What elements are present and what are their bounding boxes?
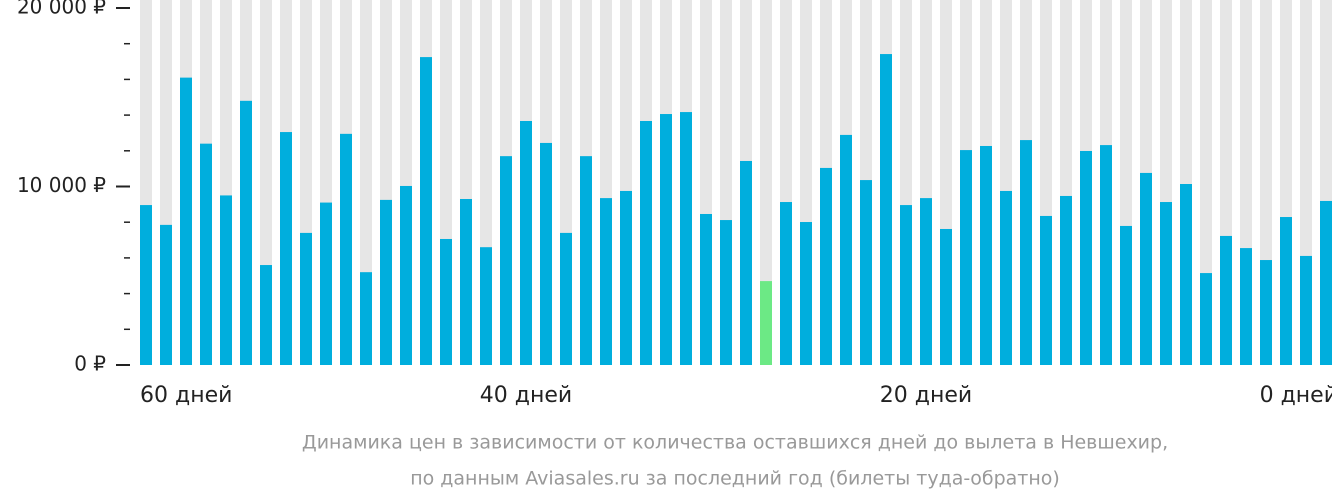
bar bbox=[620, 190, 632, 365]
y-tick-label: 0 ₽ bbox=[74, 352, 106, 376]
bar bbox=[560, 232, 572, 365]
bar bbox=[1160, 202, 1172, 365]
bar bbox=[200, 143, 212, 365]
bar bbox=[1260, 260, 1272, 365]
bar bbox=[520, 120, 532, 365]
bar bbox=[380, 199, 392, 365]
y-tick-label: 10 000 ₽ bbox=[17, 173, 106, 197]
bar bbox=[960, 150, 972, 365]
bar bbox=[1300, 255, 1312, 365]
bar bbox=[400, 185, 412, 365]
bar bbox=[340, 133, 352, 365]
bar bbox=[900, 205, 912, 365]
bar bbox=[180, 77, 192, 366]
x-tick-label: 60 дней bbox=[140, 383, 232, 408]
bar bbox=[1000, 190, 1012, 365]
bar bbox=[720, 220, 732, 365]
bar bbox=[1060, 195, 1072, 365]
bar bbox=[840, 134, 852, 365]
bar bbox=[1040, 215, 1052, 365]
bar bbox=[1280, 217, 1292, 365]
bar bbox=[780, 202, 792, 365]
x-tick-label: 0 дней bbox=[1260, 383, 1332, 408]
bar bbox=[860, 180, 872, 365]
bar bbox=[540, 142, 552, 365]
bar bbox=[500, 156, 512, 365]
bar bbox=[640, 120, 652, 365]
bar bbox=[260, 265, 272, 365]
bar bbox=[600, 198, 612, 365]
bar bbox=[800, 222, 812, 365]
bar bbox=[320, 202, 332, 365]
bar bbox=[660, 114, 672, 366]
bar bbox=[820, 167, 832, 365]
bar bbox=[1020, 140, 1032, 365]
bar bbox=[880, 54, 892, 365]
bar bbox=[980, 145, 992, 365]
bar bbox=[360, 272, 372, 365]
bar bbox=[220, 195, 232, 365]
bar bbox=[160, 224, 172, 365]
bar bbox=[1080, 150, 1092, 365]
bar bbox=[680, 112, 692, 366]
bar bbox=[740, 160, 752, 365]
caption: по данным Aviasales.ru за последний год … bbox=[410, 468, 1060, 490]
bar bbox=[700, 213, 712, 365]
bar bbox=[920, 198, 932, 365]
bar bbox=[460, 198, 472, 365]
bar bbox=[940, 228, 952, 365]
bar-background bbox=[760, 0, 772, 365]
bar bbox=[1120, 225, 1132, 365]
bar bbox=[1100, 145, 1112, 365]
bar bbox=[760, 281, 772, 365]
bar bbox=[1180, 184, 1192, 365]
bar bbox=[240, 100, 252, 365]
bar bbox=[280, 132, 292, 365]
x-tick-label: 40 дней bbox=[480, 383, 572, 408]
bar bbox=[440, 238, 452, 365]
x-tick-label: 20 дней bbox=[880, 383, 972, 408]
bar bbox=[1240, 248, 1252, 365]
bar bbox=[580, 156, 592, 365]
bar bbox=[1140, 172, 1152, 365]
bar bbox=[140, 205, 152, 365]
y-tick-label: 20 000 ₽ bbox=[17, 0, 106, 19]
bar bbox=[480, 247, 492, 365]
bar bbox=[420, 57, 432, 366]
bar bbox=[1320, 200, 1332, 365]
bar bbox=[1220, 235, 1232, 365]
bar bbox=[300, 232, 312, 365]
caption: Динамика цен в зависимости от количества… bbox=[302, 432, 1168, 454]
bar bbox=[1200, 273, 1212, 365]
